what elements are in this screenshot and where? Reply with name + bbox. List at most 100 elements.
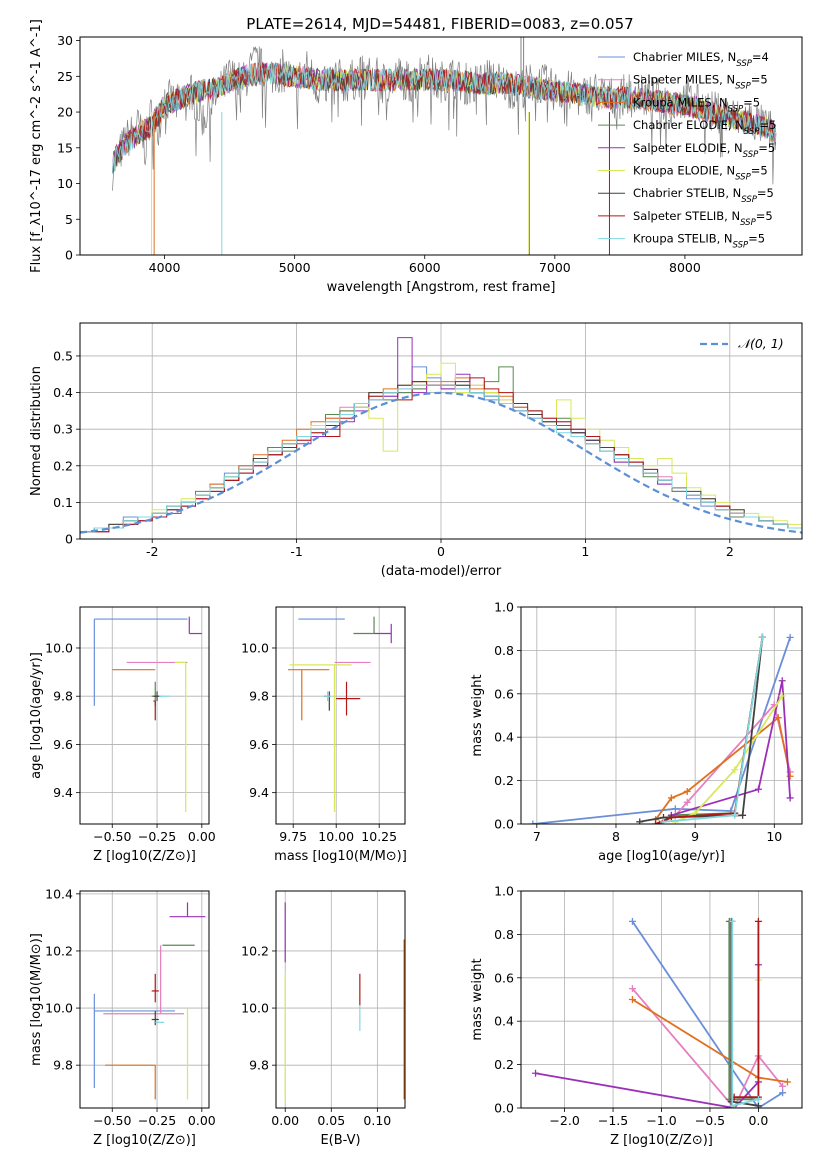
y-tick-label: 0.5 — [53, 348, 73, 363]
weight-point — [783, 1078, 791, 1086]
y-tick-label: 9.6 — [53, 737, 73, 752]
spectrum-panel: 4000 5000 6000 7000 8000 0 5 10 15 20 25 30 waveleng… — [29, 19, 803, 295]
weight-point — [628, 985, 636, 993]
y-tick-label: 10 — [57, 176, 73, 191]
y-tick-label: 10.4 — [45, 886, 73, 901]
y-tick-label: 9.6 — [249, 737, 269, 752]
x-tick-label: 0 — [437, 544, 445, 559]
age-vs-mass-plot-area — [288, 616, 392, 812]
model-spectrum-8 — [112, 62, 776, 174]
y-tick-label: 9.8 — [249, 1058, 269, 1073]
mass-vs-Z-frame — [79, 890, 210, 1109]
mass-vs-EBV-frame — [275, 890, 406, 1109]
weight-point — [683, 787, 691, 795]
y-tick-label: 0.3 — [53, 422, 73, 437]
x-tick-label: 10.00 — [318, 829, 354, 844]
y-tick-label: 5 — [65, 212, 73, 227]
age-vs-Z-panel: −0.50 −0.25 0.00 9.4 9.6 9.8 10.0 Z [log10(Z/Z⊙… — [29, 606, 216, 864]
x-tick-label: 10 — [766, 829, 782, 844]
y-tick-label: 0.4 — [53, 385, 73, 400]
weight-point — [739, 811, 747, 819]
x-tick-label: 4000 — [149, 260, 181, 275]
x-tick-label: -1 — [290, 544, 302, 559]
weight-point — [683, 798, 691, 806]
x-axis-label: age [log10(age/yr)] — [598, 849, 725, 864]
y-tick-label: 1.0 — [494, 884, 514, 899]
age-vs-mass-frame — [275, 606, 406, 825]
residual-histogram-plot-area — [80, 337, 802, 539]
weight-point — [786, 794, 794, 802]
y-tick-label: 15 — [57, 140, 73, 155]
x-tick-label: 1 — [581, 544, 589, 559]
histogram-series-8 — [80, 384, 802, 539]
x-axis-label: (data-model)/error — [381, 564, 502, 579]
y-tick-label: 9.4 — [249, 785, 269, 800]
x-axis-label: Z [log10(Z/Z⊙)] — [93, 849, 196, 864]
x-tick-label: −1.5 — [598, 1113, 628, 1128]
mass-vs-Z-plot-area — [93, 902, 206, 1100]
y-tick-label: 0.6 — [494, 970, 514, 985]
weight-point — [659, 818, 667, 824]
residual-histogram-panel: -2 -1 0 1 2 0 0.1 0.2 0.3 0.4 0.5 (data-model)/erro… — [29, 322, 803, 579]
y-tick-label: 10.0 — [241, 640, 269, 655]
weight-point — [754, 1102, 762, 1108]
x-tick-label: −0.25 — [138, 829, 176, 844]
weight-line-1 — [631, 988, 784, 1108]
y-tick-label: 1.0 — [494, 600, 514, 615]
weight-line-0 — [532, 637, 791, 824]
y-tick-label: 25 — [57, 69, 73, 84]
y-tick-label: 9.8 — [53, 1058, 73, 1073]
mass-weight-vs-age-frame — [520, 606, 803, 825]
weight-point — [628, 996, 636, 1003]
age-vs-Z-frame — [79, 606, 210, 825]
weight-point — [778, 692, 786, 700]
model-spectrum-7 — [112, 61, 776, 174]
x-tick-label: 0.00 — [188, 829, 216, 844]
x-axis-label: Z [log10(Z/Z⊙)] — [610, 1133, 713, 1148]
y-tick-label: 0.4 — [494, 730, 514, 745]
x-tick-label: −0.50 — [93, 829, 131, 844]
weight-point — [529, 820, 537, 824]
spectrum-frame — [79, 36, 803, 256]
x-tick-label: 0.00 — [188, 1113, 216, 1128]
weight-line-0 — [631, 920, 784, 1108]
weight-point — [774, 714, 782, 722]
y-tick-label: 0.2 — [494, 773, 514, 788]
y-axis-label: mass [log10(M/M⊙)] — [29, 933, 44, 1066]
x-tick-label: 6000 — [409, 260, 441, 275]
x-tick-label: 8 — [612, 829, 620, 844]
mass-weight-vs-Z-panel: −2.0 −1.5 −1.0 −0.5 0.0 0.0 0.2 0.4 0.6 0.8 1.0 Z [… — [470, 884, 803, 1148]
y-axis-label: Normed distribution — [29, 366, 44, 496]
mass-weight-vs-Z-frame — [520, 890, 803, 1109]
weight-point — [754, 1095, 762, 1103]
y-tick-label: 0.0 — [494, 817, 514, 832]
y-axis-label: Flux [f_λ10^-17 erg cm^-2 s^-1 A^-1] — [29, 19, 44, 273]
x-axis-label: E(B-V) — [320, 1133, 360, 1148]
y-tick-label: 0.0 — [494, 1101, 514, 1116]
weight-point — [731, 811, 739, 819]
y-tick-label: 9.8 — [53, 689, 73, 704]
weight-point — [728, 917, 736, 925]
normal-curve — [80, 391, 802, 534]
weight-point — [754, 785, 762, 793]
y-tick-label: 10.2 — [45, 943, 73, 958]
y-tick-label: 10.0 — [45, 1001, 73, 1016]
weight-point — [728, 1102, 736, 1108]
x-tick-label: 9.75 — [279, 829, 307, 844]
y-axis-label: mass weight — [470, 674, 485, 756]
y-tick-label: 20 — [57, 105, 73, 120]
mass-vs-EBV-plot-area — [284, 902, 405, 1103]
weight-point — [671, 805, 679, 813]
legend-normal-label: 𝒩(0, 1) — [738, 336, 784, 351]
x-axis-label: wavelength [Angstrom, rest frame] — [327, 280, 556, 295]
x-axis-label: Z [log10(Z/Z⊙)] — [93, 1133, 196, 1148]
weight-point — [652, 820, 660, 824]
weight-point — [667, 794, 675, 802]
x-tick-label: −0.25 — [138, 1113, 176, 1128]
y-tick-label: 10.0 — [45, 640, 73, 655]
weight-line-6 — [639, 637, 764, 823]
age-vs-Z-plot-area — [93, 616, 202, 812]
y-tick-label: 10.2 — [241, 943, 269, 958]
weight-point — [731, 766, 739, 774]
